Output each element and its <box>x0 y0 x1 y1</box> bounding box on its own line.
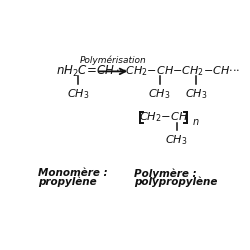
Text: $n$: $n$ <box>192 117 199 127</box>
Text: propylène: propylène <box>38 176 97 187</box>
Text: Polymérisation: Polymérisation <box>80 56 146 65</box>
Text: $CH_3$: $CH_3$ <box>148 87 171 101</box>
Text: $nH_2C\!=\!CH$: $nH_2C\!=\!CH$ <box>56 64 116 79</box>
Text: $CH_3$: $CH_3$ <box>67 87 89 101</box>
Text: Monomère :: Monomère : <box>38 168 108 178</box>
Text: Polymère :: Polymère : <box>134 168 196 179</box>
Text: $CH_3$: $CH_3$ <box>185 87 208 101</box>
Text: polypropylène: polypropylène <box>134 176 217 187</box>
Text: $CH_3$: $CH_3$ <box>165 133 188 147</box>
Text: ${\cdot}{\cdot}{\cdot}CH_2{-}CH{-}CH_2{-}CH{\cdot}{\cdot}{\cdot}$: ${\cdot}{\cdot}{\cdot}CH_2{-}CH{-}CH_2{-… <box>115 64 240 78</box>
Text: $CH_2{-}CH$: $CH_2{-}CH$ <box>138 111 188 124</box>
